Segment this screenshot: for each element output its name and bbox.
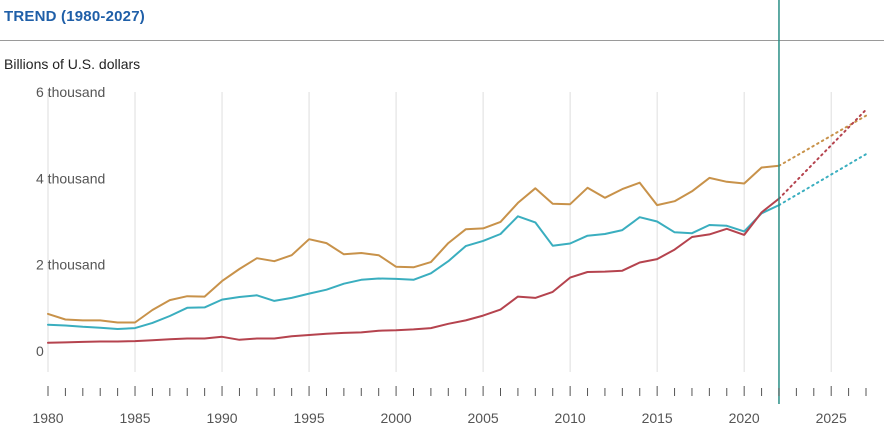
series-line-3: [47, 197, 780, 344]
title-divider: [0, 40, 884, 41]
x-tick-label: 2015: [642, 410, 673, 426]
x-tick-label: 2000: [381, 410, 412, 426]
series-projection-3: [778, 108, 867, 200]
series-line-1: [47, 164, 780, 324]
x-tick-label: 2025: [816, 410, 847, 426]
chart-title: TREND (1980-2027): [4, 8, 145, 25]
x-axis: 1980 1985 1990 1995 2000 2005 2010 2015 2020 2025: [32, 386, 867, 426]
series-layer: [47, 108, 867, 344]
x-tick-label: 1985: [119, 410, 150, 426]
x-tick-label: 2005: [468, 410, 499, 426]
x-tick-label: 2010: [555, 410, 586, 426]
series-projection-2: [778, 153, 867, 207]
x-tick-label: 2020: [729, 410, 760, 426]
y-tick-label: 2 thousand: [36, 257, 105, 273]
series-line-2: [47, 204, 780, 330]
y-tick-label: 0: [36, 343, 44, 359]
y-tick-label: 6 thousand: [36, 84, 105, 100]
x-tick-label: 1990: [206, 410, 237, 426]
x-tick-label: 1980: [32, 410, 63, 426]
y-tick-label: 4 thousand: [36, 170, 105, 186]
y-axis-unit-label: Billions of U.S. dollars: [4, 56, 141, 72]
x-tick-label: 1995: [293, 410, 324, 426]
y-tick-labels: 0 2 thousand 4 thousand 6 thousand: [36, 84, 105, 359]
